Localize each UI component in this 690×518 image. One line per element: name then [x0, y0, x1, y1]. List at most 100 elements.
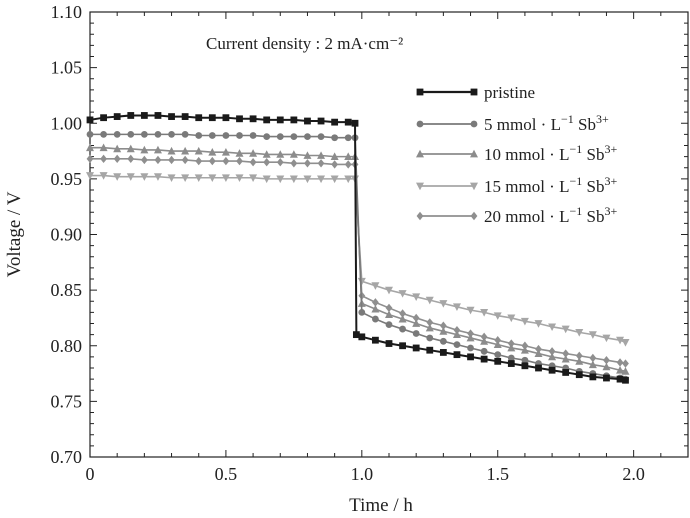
data-point	[194, 146, 203, 155]
data-point	[249, 149, 258, 157]
data-point	[425, 296, 434, 305]
data-point	[426, 334, 434, 342]
data-point	[575, 357, 584, 365]
data-point	[589, 373, 597, 381]
data-point	[100, 154, 107, 164]
data-point	[194, 174, 203, 182]
data-point	[548, 323, 557, 332]
data-point	[507, 339, 515, 348]
data-point	[452, 303, 461, 312]
data-point	[561, 354, 570, 363]
data-point	[453, 325, 461, 335]
data-point	[535, 364, 542, 372]
data-point	[289, 150, 298, 158]
data-point	[303, 175, 312, 184]
data-point	[317, 159, 325, 168]
data-point	[399, 309, 406, 318]
data-point	[195, 132, 203, 139]
data-point	[439, 349, 447, 356]
data-point	[575, 351, 583, 360]
data-point	[331, 134, 339, 142]
x-tick-label: 0	[86, 464, 95, 484]
legend-entry-0: pristine	[416, 83, 535, 102]
data-point	[439, 327, 448, 335]
legend-marker	[416, 120, 424, 128]
legend-marker	[470, 149, 478, 158]
data-point	[236, 132, 243, 139]
data-point	[113, 144, 122, 153]
legend-marker	[416, 149, 424, 158]
x-tick-label: 2.0	[622, 464, 645, 484]
data-point	[372, 336, 379, 344]
data-point	[494, 357, 502, 365]
data-point	[249, 132, 257, 139]
legend-label: 15 mmol · L−1 Sb3+	[484, 174, 617, 196]
data-point	[385, 310, 393, 318]
data-point	[317, 175, 326, 184]
data-point	[140, 130, 148, 138]
y-tick-label: 0.95	[51, 169, 83, 189]
data-point	[372, 315, 379, 323]
data-point	[263, 116, 271, 124]
x-tick-label: 0.5	[215, 464, 238, 484]
data-point	[208, 114, 216, 122]
data-point	[181, 155, 189, 165]
data-point	[371, 282, 380, 290]
data-point	[276, 133, 284, 141]
data-point	[439, 337, 447, 345]
data-point	[195, 156, 203, 166]
data-point	[235, 174, 244, 182]
data-point	[222, 156, 230, 166]
data-point	[602, 362, 611, 371]
data-point	[588, 331, 597, 339]
data-point	[494, 335, 502, 345]
data-point	[127, 154, 135, 164]
legend-marker	[470, 88, 478, 96]
data-point	[616, 366, 625, 374]
legend: pristine 5 mmol · L−1 Sb3+ 10 mmol · L−1 S…	[416, 83, 617, 226]
data-point	[371, 304, 380, 313]
data-point	[480, 332, 488, 342]
data-point	[290, 133, 298, 141]
data-point	[181, 130, 189, 138]
data-point	[100, 114, 107, 122]
series-1	[86, 130, 629, 383]
data-point	[113, 113, 121, 120]
data-point	[153, 145, 162, 154]
legend-marker	[470, 211, 478, 221]
data-point	[290, 159, 298, 168]
data-point	[480, 337, 489, 345]
data-point	[263, 157, 271, 167]
legend-entry-1: 5 mmol · L−1 Sb3+	[416, 112, 609, 134]
data-point	[467, 353, 474, 361]
data-point	[453, 351, 461, 359]
data-point	[99, 172, 108, 180]
data-point	[86, 172, 94, 180]
data-point	[466, 333, 475, 342]
data-point	[181, 113, 189, 120]
data-point	[412, 293, 421, 301]
data-point	[154, 155, 162, 165]
data-point	[276, 116, 284, 124]
data-point	[616, 375, 624, 383]
data-point	[507, 314, 516, 323]
data-point	[208, 147, 217, 156]
data-point	[521, 362, 529, 370]
data-point	[208, 174, 217, 182]
data-point	[385, 340, 393, 347]
data-point	[208, 132, 216, 139]
data-point	[412, 319, 421, 327]
axes-layer: 0.70 0.75 0.80 0.85 0.90 0.95 1.00 1.05 1.10 0 0.5…	[51, 2, 689, 484]
data-point	[399, 342, 406, 350]
data-point	[331, 118, 339, 126]
data-point	[412, 344, 420, 352]
data-point	[425, 323, 434, 332]
data-point	[575, 371, 583, 379]
data-point	[330, 152, 339, 161]
data-point	[276, 150, 285, 158]
data-point	[575, 329, 584, 337]
data-point	[304, 159, 311, 168]
data-point	[167, 146, 176, 155]
